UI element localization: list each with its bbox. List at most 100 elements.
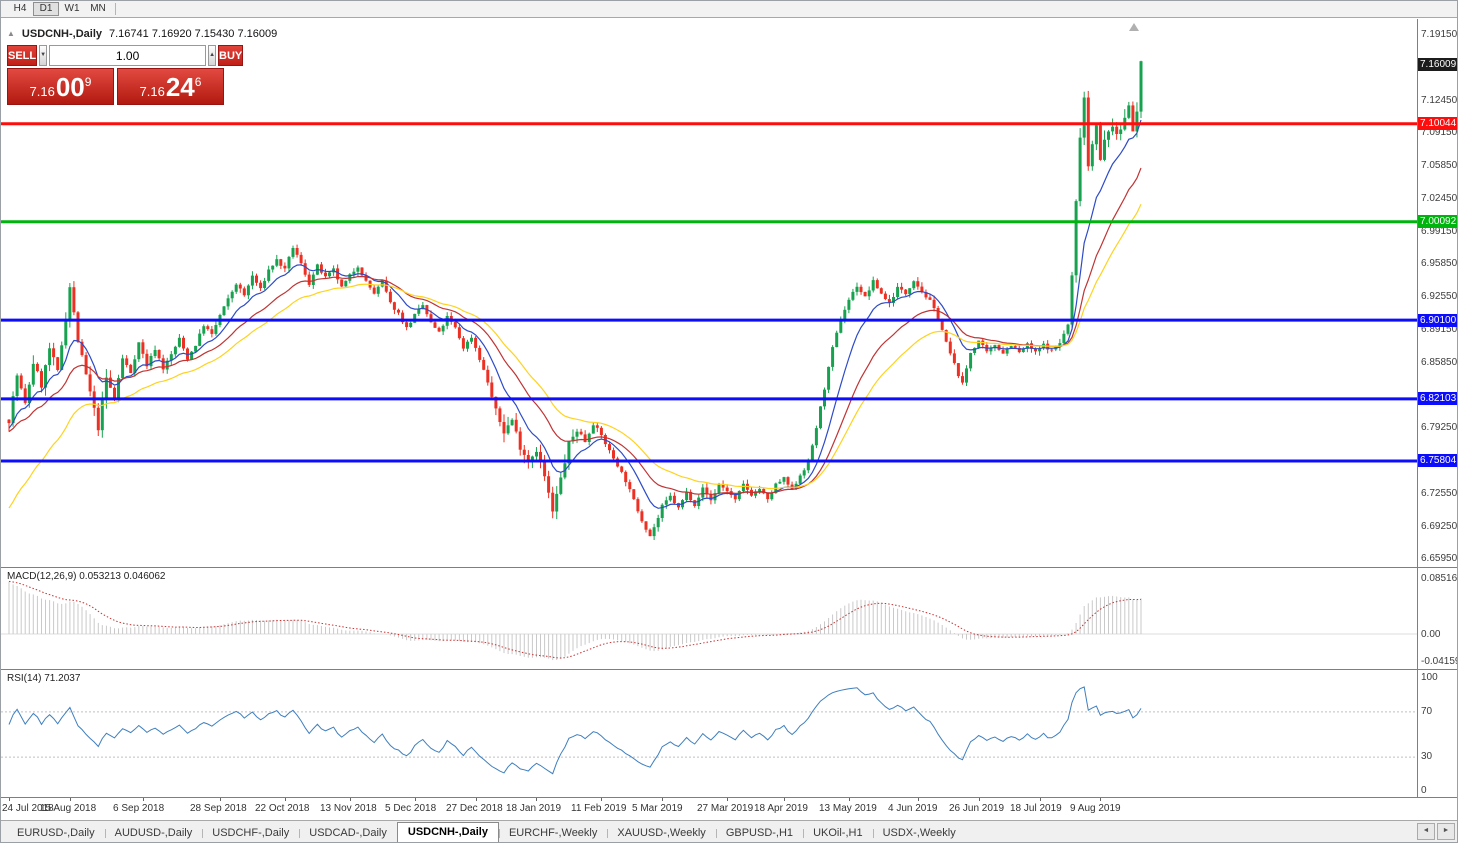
time-label: 15 Aug 2018 — [40, 803, 97, 814]
chart-tab-usdx-weekly[interactable]: USDX-,Weekly — [872, 824, 966, 842]
price-tag[interactable]: 7.10044 — [1418, 117, 1457, 130]
time-tick — [143, 798, 144, 801]
time-label: 11 Feb 2019 — [571, 803, 627, 814]
buy-price-prefix: 7.16 — [139, 84, 165, 99]
time-label: 27 Dec 2018 — [446, 803, 503, 814]
time-axis[interactable]: 24 Jul 2018 15 Aug 2018 6 Sep 2018 28 Sep 2… — [1, 798, 1457, 819]
time-tick — [727, 798, 728, 801]
time-label: 9 Aug 2019 — [1070, 803, 1121, 814]
price-axis-label: 6.92550 — [1421, 291, 1458, 302]
chevron-up-icon: ▲ — [209, 52, 216, 58]
price-tag[interactable]: 7.00092 — [1418, 215, 1457, 228]
macd-axis-label: -0.04159 — [1421, 656, 1458, 667]
time-label: 6 Sep 2018 — [113, 803, 165, 814]
macd-signal-line — [8, 580, 1142, 659]
rsi-axis-label: 100 — [1421, 672, 1438, 683]
price-axis-label: 7.09150 — [1421, 127, 1458, 138]
volume-increase-button[interactable]: ▲ — [208, 45, 217, 66]
price-axis-label: 6.85850 — [1421, 357, 1458, 368]
time-label: 13 Nov 2018 — [320, 803, 377, 814]
tab-scroll-right-button[interactable]: ► — [1437, 823, 1455, 840]
price-tag[interactable]: 6.90100 — [1418, 314, 1457, 327]
price-axis-border — [1417, 19, 1418, 798]
timeframe-button-w1[interactable]: W1 — [64, 3, 80, 14]
time-label: 13 May 2019 — [819, 803, 877, 814]
price-axis-label: 6.99150 — [1421, 226, 1458, 237]
quote-header: ▲ USDCNH-,Daily 7.16741 7.16920 7.15430 … — [7, 28, 277, 40]
price-tag[interactable]: 6.75804 — [1418, 454, 1457, 467]
time-tick — [285, 798, 286, 801]
time-tick — [476, 798, 477, 801]
chart-tab-audusd-daily[interactable]: AUDUSD-,Daily — [104, 824, 203, 842]
price-axis-label: 6.69250 — [1421, 521, 1458, 532]
price-axis-label: 7.02450 — [1421, 193, 1458, 204]
sell-price-display[interactable]: 7.16 00 9 — [7, 68, 114, 105]
buy-button[interactable]: BUY — [218, 45, 244, 66]
price-tag[interactable]: 6.82103 — [1418, 392, 1457, 405]
macd-axis-label: 0.00 — [1421, 629, 1441, 640]
volume-decrease-button[interactable]: ▼ — [39, 45, 48, 66]
rsi-chart-canvas[interactable] — [1, 670, 1417, 797]
sell-price-prefix: 7.16 — [29, 84, 55, 99]
timeframe-button-h4[interactable]: H4 — [13, 3, 27, 14]
rsi-axis-label: 70 — [1421, 706, 1433, 717]
time-label: 27 Mar 2019 — [697, 803, 754, 814]
chart-tab-eurusd-daily[interactable]: EURUSD-,Daily — [17, 827, 95, 839]
price-axis-label: 7.19150 — [1421, 29, 1458, 40]
macd-chart-canvas[interactable] — [1, 568, 1417, 669]
chart-shift-marker[interactable] — [1129, 23, 1139, 31]
chart-tab-gbpusd-h1[interactable]: GBPUSD-,H1 — [715, 824, 803, 842]
chart-tab-eurchf-weekly[interactable]: EURCHF-,Weekly — [498, 824, 607, 842]
fast-ma-line — [8, 119, 1142, 509]
sell-price-pip: 9 — [84, 75, 92, 89]
timeframe-button-d1[interactable]: D1 — [33, 2, 59, 16]
price-chart-canvas[interactable] — [1, 19, 1417, 567]
rsi-line — [8, 686, 1142, 775]
time-label: 5 Dec 2018 — [385, 803, 437, 814]
symbol-title: USDCNH-,Daily — [21, 28, 102, 40]
time-tick — [601, 798, 602, 801]
price-axis-label: 6.72550 — [1421, 488, 1458, 499]
rsi-pane: RSI(14) 71.2037 — [1, 670, 1457, 798]
time-label: 18 Apr 2019 — [754, 803, 808, 814]
tab-scroll-left-button[interactable]: ◄ — [1417, 823, 1435, 840]
time-tick — [350, 798, 351, 801]
price-axis[interactable]: 7.19150 7.12450 7.09150 7.05850 7.02450 6.991… — [1417, 19, 1458, 798]
time-tick — [662, 798, 663, 801]
medium-ma-line — [8, 167, 1142, 495]
time-tick — [849, 798, 850, 801]
buy-price-display[interactable]: 7.16 24 6 — [117, 68, 224, 105]
collapse-panel-icon[interactable]: ▲ — [7, 29, 15, 38]
price-tag[interactable]: 7.16009 — [1418, 58, 1457, 71]
time-tick — [784, 798, 785, 801]
chart-tab-usdcad-daily[interactable]: USDCAD-,Daily — [299, 824, 397, 842]
time-tick — [1040, 798, 1041, 801]
rsi-axis-label: 0 — [1421, 785, 1427, 796]
toolbar-separator — [115, 3, 116, 15]
price-pane: ▲ USDCNH-,Daily 7.16741 7.16920 7.15430 … — [1, 19, 1457, 568]
time-tick — [1100, 798, 1101, 801]
chart-tab-ukoil-h1[interactable]: UKOil-,H1 — [803, 824, 873, 842]
buy-price-big: 24 — [165, 72, 195, 102]
slow-ma-line — [8, 204, 1142, 509]
sell-price-big: 00 — [55, 72, 85, 102]
price-axis-label: 7.05850 — [1421, 160, 1458, 171]
time-tick — [70, 798, 71, 801]
price-axis-label: 6.89150 — [1421, 324, 1458, 335]
rsi-label: RSI(14) 71.2037 — [7, 673, 81, 684]
ohlc-readout: 7.16741 7.16920 7.15430 7.16009 — [109, 28, 278, 40]
chart-tab-usdcnh-daily[interactable]: USDCNH-,Daily — [396, 822, 499, 842]
chart-tab-usdchf-daily[interactable]: USDCHF-,Daily — [202, 824, 299, 842]
timeframe-button-mn[interactable]: MN — [90, 3, 106, 14]
buy-price-pip: 6 — [194, 75, 202, 89]
price-axis-label: 6.79250 — [1421, 422, 1458, 433]
macd-axis-label: 0.085164 — [1421, 573, 1458, 584]
time-tick — [536, 798, 537, 801]
time-label: 24 Jul 2018 — [2, 803, 54, 814]
chart-tab-xauusd-weekly[interactable]: XAUUSD-,Weekly — [607, 824, 715, 842]
sell-button[interactable]: SELL — [7, 45, 38, 66]
price-axis-label: 7.12450 — [1421, 95, 1458, 106]
volume-input[interactable] — [49, 45, 207, 66]
macd-pane: MACD(12,26,9) 0.053213 0.046062 — [1, 568, 1457, 670]
time-label: 4 Jun 2019 — [888, 803, 938, 814]
